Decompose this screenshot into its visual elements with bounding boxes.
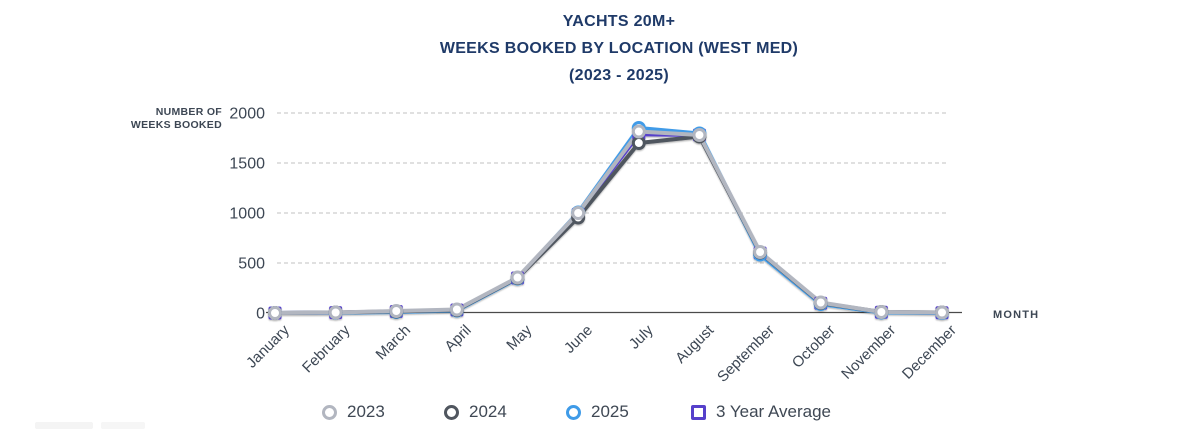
chart-title-line2: WEEKS BOOKED BY LOCATION (WEST MED): [439, 40, 799, 57]
x-tick-label: February: [299, 321, 354, 376]
y-tick-label: 1000: [229, 206, 265, 223]
x-tick-label: June: [561, 322, 596, 357]
chart-title-line1: YACHTS 20M+: [562, 13, 676, 30]
series-markers-2023: [268, 124, 949, 320]
data-point-circle: [571, 206, 586, 220]
chart-title-line3: (2023 - 2025): [569, 67, 669, 84]
legend-circle-marker-icon: [322, 404, 337, 420]
series-markers-3-year-average: [268, 127, 949, 320]
legend-label: 3 Year Average: [716, 402, 832, 421]
series-line-3-year-average: [273, 132, 944, 315]
x-tick-label: December: [899, 322, 960, 383]
gridlines: [277, 112, 948, 264]
legend-label: 2024: [469, 402, 507, 421]
faint-watermark: [35, 422, 93, 429]
legend-item-2024: 2024: [444, 402, 507, 422]
x-tick-labels: January February March April May June July Augu…: [243, 321, 960, 385]
y-tick-label: 1500: [229, 156, 265, 173]
x-tick-label: October: [789, 322, 839, 372]
x-axis-title: MONTH: [993, 309, 1040, 321]
x-tick-label: March: [373, 322, 414, 363]
legend-item-3-year-average: 3 Year Average: [691, 402, 831, 422]
legend-circle-marker-icon: [444, 404, 459, 420]
series-markers-2025: [268, 121, 949, 320]
x-tick-label: September: [714, 322, 778, 386]
x-tick-label: January: [243, 321, 293, 371]
data-point-circle: [631, 136, 646, 150]
x-tick-label: July: [626, 321, 657, 352]
data-point-circle: [753, 245, 768, 259]
data-point-circle: [692, 128, 707, 142]
legend-label: 2025: [591, 402, 629, 421]
x-tick-label: April: [441, 322, 474, 355]
data-point-circle: [328, 305, 343, 320]
faint-watermark-2: [101, 422, 145, 429]
data-point-circle: [874, 305, 889, 319]
y-tick-label: 2000: [229, 106, 265, 123]
x-tick-label: November: [838, 322, 899, 383]
y-tick-labels: 0 500 1000 1500 2000: [229, 106, 265, 323]
y-axis-title-line2: WEEKS BOOKED: [130, 119, 222, 131]
y-axis-title-line1: NUMBER OF: [155, 106, 222, 118]
series-line-2023: [273, 129, 944, 315]
y-axis-title: NUMBER OF WEEKS BOOKED: [130, 106, 222, 132]
legend-label: 2023: [347, 402, 385, 421]
data-point-circle: [268, 306, 282, 320]
series-markers-2024: [268, 129, 949, 320]
legend-square-marker-icon: [691, 404, 706, 420]
y-tick-label: 0: [256, 306, 265, 323]
data-point-circle: [631, 124, 646, 139]
legend-item-2025: 2025: [566, 402, 629, 422]
series-group: [268, 121, 949, 320]
data-point-circle: [389, 304, 404, 318]
y-tick-label: 500: [238, 256, 265, 273]
data-point-circle: [813, 295, 828, 310]
legend-item-2023: 2023: [322, 402, 385, 422]
data-point-circle: [449, 302, 464, 317]
legend-circle-marker-icon: [566, 404, 581, 420]
data-point-circle: [935, 305, 949, 320]
data-point-circle: [510, 270, 525, 285]
chart-title: YACHTS 20M+ WEEKS BOOKED BY LOCATION (WE…: [0, 8, 1200, 89]
x-tick-label: August: [672, 321, 718, 367]
series-line-2025: [273, 126, 944, 315]
x-tick-label: May: [503, 321, 535, 353]
